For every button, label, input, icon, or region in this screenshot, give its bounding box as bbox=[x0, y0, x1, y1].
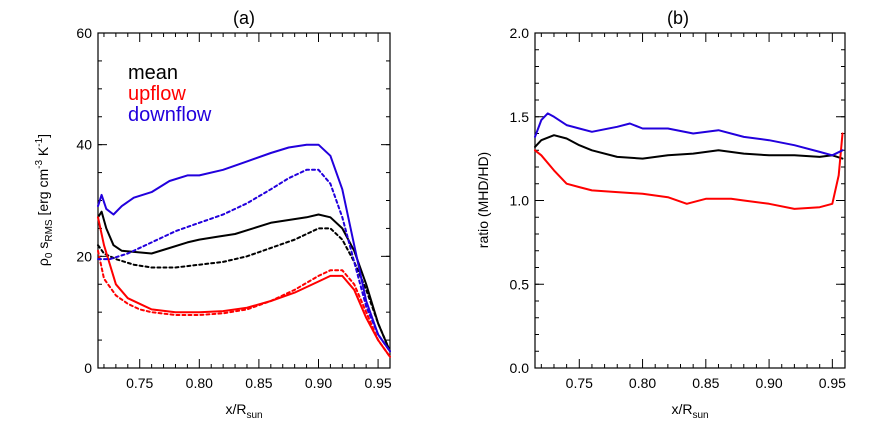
y-tick-label: 0.0 bbox=[510, 360, 530, 376]
panel-a-legend: mean upflow downflow bbox=[128, 62, 212, 126]
y-tick-label: 20 bbox=[76, 248, 92, 264]
series-line-downflow bbox=[534, 112, 844, 157]
series-line-upflow bbox=[534, 132, 844, 210]
x-tick-label: 0.75 bbox=[126, 375, 153, 391]
panel-b-xlabel: x/Rsun bbox=[671, 401, 708, 421]
x-tick-label: 0.90 bbox=[755, 375, 782, 391]
series-line-upflow bbox=[97, 216, 391, 358]
panel-a-title: (a) bbox=[233, 8, 255, 28]
y-tick-label: 2.0 bbox=[510, 25, 530, 41]
panel-b: (b) 0.75 0.80 0.85 0.90 0.950.00.51.01.52.0 … bbox=[475, 8, 846, 421]
panel-b-plot-frame bbox=[534, 32, 846, 369]
panel-b-ticks: 0.75 0.80 0.85 0.90 0.95 0.0 0.5 1.0 1.5 2.0 bbox=[510, 25, 847, 391]
panel-a-lines bbox=[97, 143, 391, 358]
legend-upflow: upflow bbox=[128, 83, 186, 105]
panel-b-title: (b) bbox=[667, 8, 689, 28]
y-tick-label: 60 bbox=[76, 25, 92, 41]
panel-b-ylabel: ratio (MHD/HD) bbox=[475, 152, 491, 248]
x-tick-label: 0.85 bbox=[245, 375, 272, 391]
legend-downflow: downflow bbox=[128, 104, 212, 126]
x-tick-label: 0.75 bbox=[566, 375, 593, 391]
panel-a-ticks: 0.75 0.80 0.85 0.90 0.95 0 20 40 60 bbox=[76, 25, 391, 391]
panel-b-lines bbox=[534, 112, 844, 210]
panel-a-xlabel: x/Rsun bbox=[225, 401, 262, 421]
y-tick-label: 1.5 bbox=[510, 109, 530, 125]
y-tick-label: 0 bbox=[84, 360, 92, 376]
x-tick-label: 0.95 bbox=[364, 375, 391, 391]
y-tick-label: 1.0 bbox=[510, 193, 530, 209]
panel-a: (a) 0.75 0.80 0.85 0.90 0.95 0 20 40 60 mean upf… bbox=[34, 8, 392, 421]
x-tick-label: 0.85 bbox=[692, 375, 719, 391]
series-line-downflow bbox=[97, 143, 391, 353]
legend-mean: mean bbox=[128, 62, 178, 84]
x-tick-label: 0.95 bbox=[819, 375, 846, 391]
series-line-mean bbox=[534, 134, 844, 160]
x-tick-label: 0.90 bbox=[305, 375, 332, 391]
y-tick-label: 0.5 bbox=[510, 276, 530, 292]
series-line-mean-hd bbox=[97, 227, 391, 353]
y-tick-label: 40 bbox=[76, 137, 92, 153]
panel-a-ylabel: ρ0 sRMS [erg cm-3 K-1] bbox=[34, 134, 55, 266]
x-tick-label: 0.80 bbox=[186, 375, 213, 391]
series-line-upflow-hd bbox=[97, 249, 391, 358]
x-tick-label: 0.80 bbox=[629, 375, 656, 391]
series-line-downflow-hd bbox=[97, 168, 391, 353]
